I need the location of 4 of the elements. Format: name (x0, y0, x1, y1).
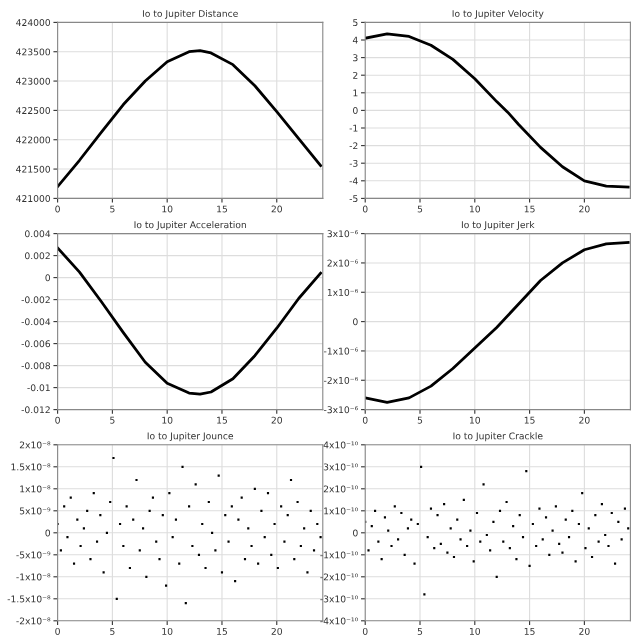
line-series (57, 246, 322, 396)
line-series (57, 49, 322, 189)
line-series (365, 32, 630, 189)
line-series (365, 241, 630, 404)
